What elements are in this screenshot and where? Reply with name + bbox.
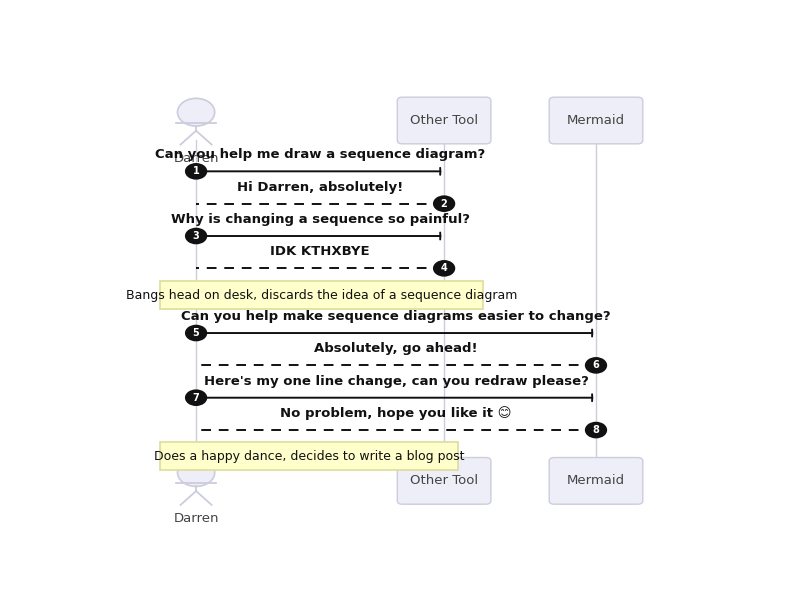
Circle shape [585,357,607,374]
Text: 2: 2 [441,199,447,209]
Circle shape [185,163,207,179]
Circle shape [185,325,207,341]
Circle shape [433,196,455,212]
Text: 3: 3 [193,231,199,241]
Text: Bangs head on desk, discards the idea of a sequence diagram: Bangs head on desk, discards the idea of… [126,289,518,302]
Text: 6: 6 [593,361,599,370]
Text: Can you help me draw a sequence diagram?: Can you help me draw a sequence diagram? [155,148,486,161]
Text: No problem, hope you like it 😊: No problem, hope you like it 😊 [280,406,512,420]
FancyBboxPatch shape [398,97,491,144]
Text: Hi Darren, absolutely!: Hi Darren, absolutely! [237,181,403,194]
Text: Other Tool: Other Tool [410,475,478,487]
Text: Here's my one line change, can you redraw please?: Here's my one line change, can you redra… [204,374,589,388]
Text: Darren: Darren [174,152,219,165]
Circle shape [185,389,207,406]
Text: 4: 4 [441,263,447,274]
Text: 5: 5 [193,328,199,338]
Text: Mermaid: Mermaid [567,114,625,127]
FancyBboxPatch shape [549,97,643,144]
Text: Can you help make sequence diagrams easier to change?: Can you help make sequence diagrams easi… [182,310,611,323]
Text: Absolutely, go ahead!: Absolutely, go ahead! [314,342,478,355]
Text: 1: 1 [193,166,199,176]
FancyBboxPatch shape [398,458,491,504]
Text: Why is changing a sequence so painful?: Why is changing a sequence so painful? [170,213,470,226]
FancyBboxPatch shape [160,442,458,470]
Text: 7: 7 [193,393,199,403]
Circle shape [433,260,455,277]
Text: Other Tool: Other Tool [410,114,478,127]
Text: IDK KTHXBYE: IDK KTHXBYE [270,245,370,258]
FancyBboxPatch shape [160,281,483,309]
Text: Mermaid: Mermaid [567,475,625,487]
Text: Does a happy dance, decides to write a blog post: Does a happy dance, decides to write a b… [154,450,465,463]
FancyBboxPatch shape [549,458,643,504]
Circle shape [585,422,607,439]
Text: 8: 8 [593,425,599,435]
Circle shape [185,227,207,244]
Circle shape [178,458,214,487]
Circle shape [178,98,214,126]
Text: Darren: Darren [174,512,219,525]
